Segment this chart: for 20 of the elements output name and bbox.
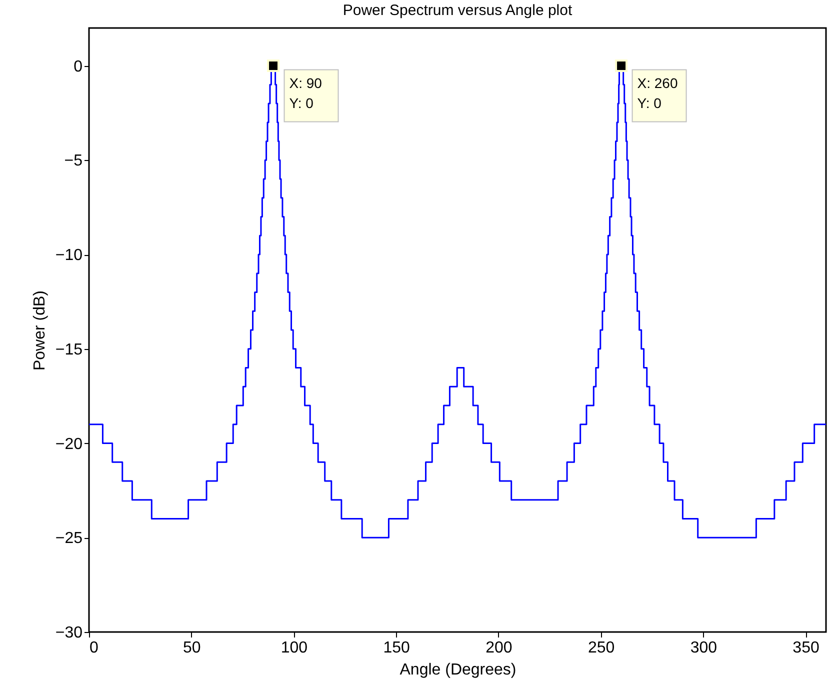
- x-tick-label: 100: [280, 640, 308, 656]
- y-tick-label: −30: [55, 624, 83, 642]
- y-tick-label: −20: [55, 436, 83, 453]
- annotation: X: 260 Y: 0: [637, 74, 678, 111]
- x-tick-label: 150: [383, 640, 410, 656]
- annotation: X: 90 Y: 0: [289, 74, 322, 111]
- y-axis-title: Power (dB): [31, 290, 48, 371]
- x-tick-label: 300: [690, 640, 718, 656]
- x-tick-label: 350: [792, 640, 820, 656]
- y-tick-label: −25: [55, 530, 83, 548]
- chart-title: Power Spectrum versus Angle plot: [342, 2, 573, 19]
- y-tick-label: −15: [55, 341, 83, 358]
- y-tick-label: −5: [64, 152, 83, 170]
- y-tick-label: 0: [74, 58, 83, 76]
- x-tick-label: 250: [588, 640, 615, 656]
- x-tick-label: 200: [486, 640, 512, 656]
- x-axis-title: Angle (Degrees): [400, 662, 516, 678]
- x-tick-label: 0: [90, 640, 98, 656]
- x-tick-label: 50: [182, 640, 201, 656]
- y-tick-label: −10: [55, 247, 83, 264]
